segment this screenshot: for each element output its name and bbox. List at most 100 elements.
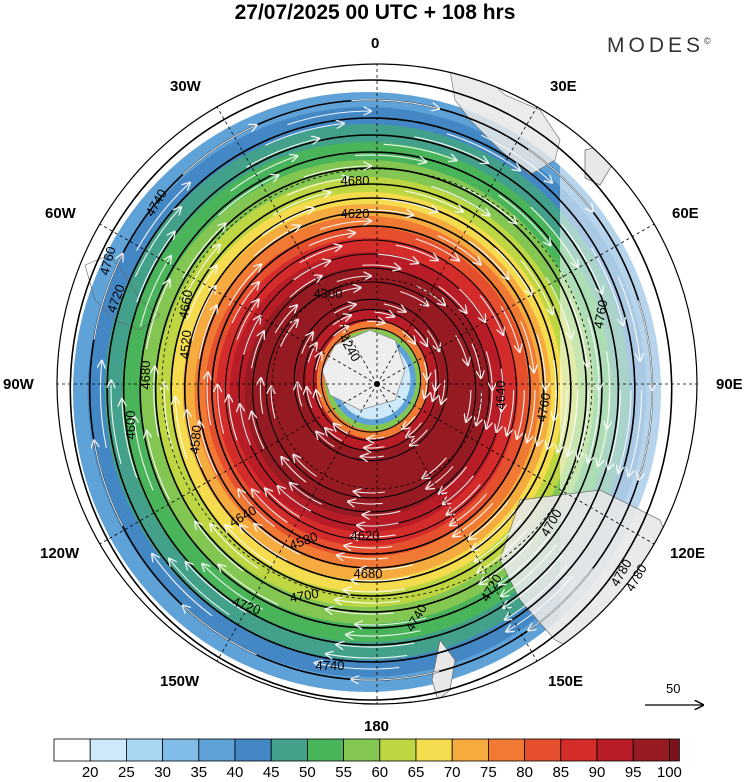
streamline-arrow — [225, 525, 274, 566]
colorbar-swatch — [343, 738, 381, 762]
streamline-arrow — [191, 286, 216, 341]
contour-label: 4300 — [314, 286, 343, 301]
streamline-arrow — [485, 351, 492, 390]
streamline-arrow — [450, 493, 488, 526]
streamline-arrow — [139, 256, 171, 327]
streamline-arrow — [498, 194, 551, 245]
colorbar-tick-label: 45 — [262, 764, 280, 781]
lon-label-60w: 60W — [45, 205, 76, 222]
map-boundary — [56, 63, 698, 705]
streamline-arrow — [380, 198, 438, 211]
streamline-arrow — [402, 415, 416, 429]
streamline-arrow — [286, 178, 349, 196]
colorbar-swatch — [234, 738, 272, 762]
streamline-arrow — [479, 295, 503, 335]
brand-mark: © — [704, 36, 711, 46]
colorbar-swatch — [198, 738, 236, 762]
streamline-arrow — [246, 139, 319, 168]
streamline-arrow — [608, 389, 621, 469]
streamline-arrow — [351, 535, 396, 537]
streamline-arrow — [134, 416, 154, 491]
contour-label: 4620 — [351, 528, 380, 543]
streamline-arrow — [404, 190, 463, 212]
streamline-arrow — [578, 389, 589, 459]
streamline-arrow — [147, 431, 171, 501]
streamline-arrow — [336, 276, 371, 283]
streamline-arrow — [335, 600, 400, 603]
contour-line — [224, 239, 518, 541]
colorbar-swatch — [560, 738, 598, 762]
streamline-arrow — [415, 238, 459, 261]
wind-scale-label: 50 — [666, 681, 681, 696]
streamline-arrow — [557, 389, 568, 452]
streamline-arrow — [272, 192, 330, 216]
streamline-arrow — [337, 555, 389, 559]
contour-line — [320, 327, 422, 433]
meridian-line — [211, 98, 378, 385]
streamline-arrow — [316, 390, 323, 408]
streamline-arrow — [320, 221, 371, 230]
streamline-arrow — [355, 617, 427, 625]
streamline-arrow — [334, 424, 349, 435]
streamline-arrow — [383, 143, 457, 160]
colorbar-swatch — [632, 738, 670, 762]
streamline-arrow — [517, 389, 525, 439]
lon-label-150w: 150W — [160, 673, 200, 690]
streamline-arrow — [271, 386, 275, 419]
streamline-arrow — [183, 606, 257, 656]
contour-label: 4680 — [341, 173, 370, 188]
contour-label: 4700 — [289, 586, 320, 606]
colorbar-swatch — [270, 738, 308, 762]
streamline-arrow — [326, 609, 394, 614]
streamline-arrow — [299, 246, 342, 264]
streamline-arrow — [240, 404, 252, 446]
streamline-arrow — [363, 511, 401, 515]
contour-label: 4580 — [187, 425, 204, 455]
streamline-arrow — [198, 306, 217, 359]
colorbar-tick-label: 40 — [226, 764, 244, 781]
streamline-arrow — [344, 589, 406, 592]
streamline-arrow — [438, 285, 467, 313]
streamline-arrow — [443, 475, 474, 505]
colorbar-tick-label: 70 — [443, 764, 461, 781]
streamline-arrow — [426, 465, 454, 488]
brand-logo: MODES© — [607, 34, 711, 58]
streamline-arrow — [218, 175, 279, 216]
contour-label: 4620 — [341, 206, 370, 221]
streamline-arrow — [315, 663, 400, 670]
colorbar-swatch — [306, 738, 344, 762]
streamline-arrow — [480, 539, 533, 584]
colorbar-tick-label: 85 — [552, 764, 570, 781]
streamline-arrow — [332, 315, 351, 326]
streamline-arrow — [290, 483, 322, 505]
streamline-arrow — [426, 329, 439, 351]
streamline-arrow — [352, 577, 410, 581]
contour-label: 4740 — [316, 658, 345, 673]
streamline-arrow — [316, 432, 335, 448]
colorbar-tick-label: 90 — [588, 764, 606, 781]
streamline-arrow — [458, 288, 485, 322]
streamline-arrow — [480, 134, 552, 183]
streamline-arrow — [383, 303, 406, 312]
contour-label: 4600 — [123, 411, 138, 440]
streamline-arrow — [308, 233, 355, 247]
streamline-arrow — [520, 321, 534, 372]
streamline-arrow — [501, 368, 503, 412]
streamline-arrow — [466, 389, 471, 422]
streamline-arrow — [377, 253, 418, 263]
streamline-arrow — [351, 670, 440, 680]
streamline-arrow — [154, 367, 159, 437]
streamline-arrow — [287, 111, 371, 126]
streamline-arrow — [354, 491, 385, 493]
streamline-arrow — [94, 440, 124, 527]
streamline-arrow — [617, 276, 640, 361]
streamline-arrow — [254, 524, 301, 555]
streamline-arrow — [274, 305, 297, 334]
streamline-arrow — [414, 136, 488, 163]
colorbar-swatch — [596, 738, 634, 762]
streamline-arrow — [415, 285, 445, 305]
streamline-arrow — [628, 389, 643, 476]
lon-label-0: 0 — [371, 35, 380, 52]
lon-label-30w: 30W — [170, 78, 201, 95]
